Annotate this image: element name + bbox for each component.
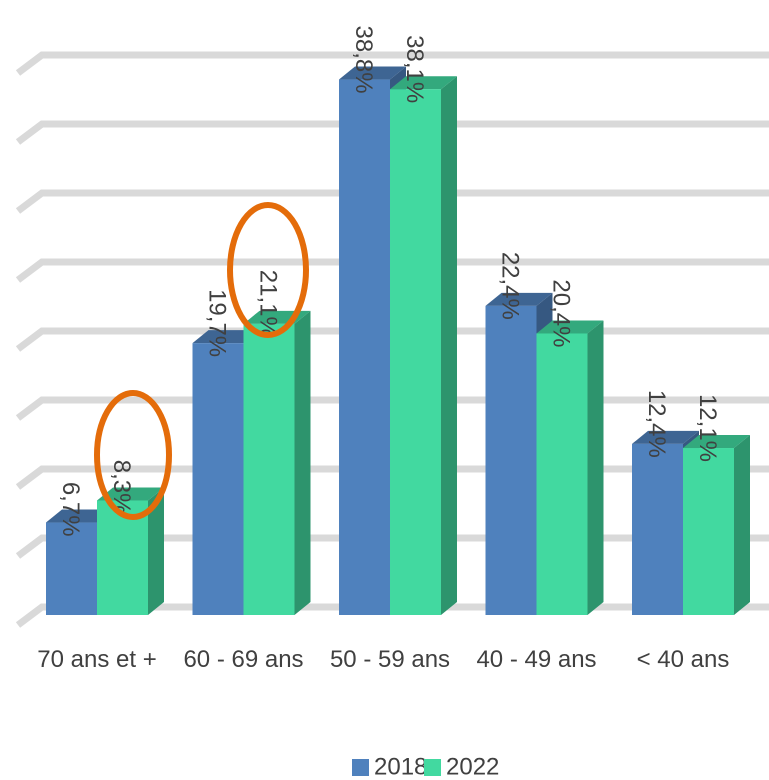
bar-side: [441, 76, 457, 616]
data-label: 19,7%: [204, 289, 231, 357]
grid-line: [15, 189, 769, 214]
grid-line: [15, 51, 769, 76]
data-label: 38,8%: [350, 25, 377, 93]
data-label: 12,1%: [694, 394, 721, 462]
legend-swatch: [352, 759, 369, 776]
data-label: 22,4%: [497, 252, 524, 320]
bar-top: [632, 430, 699, 444]
bar-top: [339, 66, 406, 80]
legend-label: 2018: [374, 753, 427, 780]
bar-top: [683, 435, 750, 449]
bar-top: [536, 320, 604, 334]
bar: [632, 443, 683, 615]
bar: [339, 79, 390, 615]
bar: [192, 343, 244, 615]
highlight-ellipse: [227, 202, 309, 338]
bar-side: [734, 435, 750, 615]
bar-top: [485, 292, 553, 306]
bar: [46, 522, 97, 615]
highlight-ellipse: [94, 390, 172, 520]
data-label: 6,7%: [57, 482, 84, 537]
bar: [536, 333, 588, 615]
data-label: 20,4%: [548, 279, 575, 347]
bar: [485, 305, 537, 615]
bar: [390, 89, 441, 616]
data-label: 21,1%: [255, 270, 282, 338]
bar-top: [192, 330, 260, 344]
bar: [683, 448, 734, 615]
bar-side: [587, 320, 604, 615]
grid-line: [15, 258, 769, 283]
bar: [97, 500, 148, 615]
grid-line: [15, 120, 769, 145]
x-tick-label: 40 - 49 ans: [476, 646, 597, 673]
x-tick-label: 70 ans et +: [37, 646, 157, 673]
data-label: 38,1%: [401, 35, 428, 103]
bar-top: [46, 509, 113, 523]
bar-side: [148, 487, 164, 615]
bar-top: [97, 487, 164, 501]
bar-side: [294, 310, 311, 615]
x-tick-label: 50 - 59 ans: [329, 646, 451, 673]
x-tick-label: 60 - 69 ans: [183, 646, 304, 673]
data-label: 12,4%: [643, 390, 670, 458]
legend-label: 2022: [446, 753, 499, 780]
legend-swatch: [424, 759, 441, 776]
x-tick-label: < 40 ans: [636, 646, 730, 673]
bar: [243, 323, 295, 615]
bar-top: [390, 76, 457, 90]
